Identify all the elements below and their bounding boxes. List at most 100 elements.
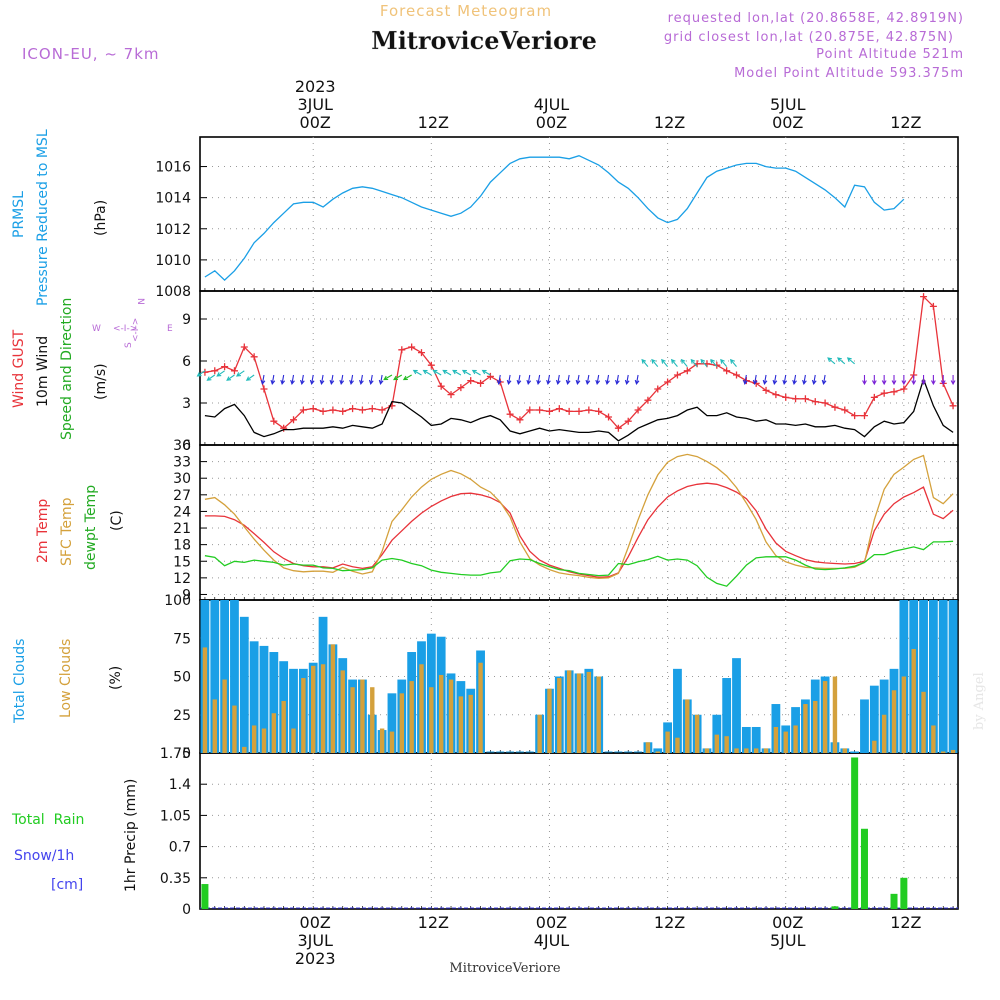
wind-direction-arrow [710,358,718,367]
y-tick-label: 3 [182,396,191,412]
gust-marker [555,405,563,413]
low-cloud-bar [685,699,690,753]
time-label: 00Z [300,913,331,932]
gust-marker [280,424,288,432]
footer-station: MitroviceVeriore [449,961,561,976]
total-cloud-bar [928,600,938,753]
total-cloud-bar [230,600,239,753]
wind-direction-arrow [871,375,877,386]
gust-marker [299,406,307,414]
y-tick-label: 9 [182,312,191,328]
wind-direction-arrow [432,369,442,376]
gust-marker [516,416,524,424]
y-tick-label: 100 [164,593,191,609]
low-cloud-bar [261,728,267,753]
y-tick-label: 50 [173,670,191,686]
wind-direction-arrow [940,375,946,386]
wind-direction-arrow [641,358,649,367]
gust-marker [349,405,357,413]
gust-marker [949,402,957,410]
low-cloud-bar [694,714,700,753]
gust-marker [831,403,839,411]
wind-direction-arrow [651,358,659,367]
gust-marker [270,417,278,425]
y-tick-label: 1016 [155,160,191,176]
compass-east: E [167,324,173,334]
point-altitude: Point Altitude 521m [816,47,964,62]
time-label: 3JUL [297,931,333,950]
gust-marker [723,367,731,375]
low-cloud-bar [468,694,473,753]
low-cloud-bar [803,704,808,753]
gust-marker [929,302,937,310]
station-title: MitroviceVeriore [371,26,597,55]
gust-marker [526,406,534,414]
total-cloud-bar [387,693,397,753]
low-cloud-bar [202,647,208,753]
wind-direction-arrow [526,374,532,385]
low-cloud-bar [822,681,828,753]
total-cloud-bar [938,600,948,753]
wind-direction-arrow [235,370,245,377]
low-cloud-bar [429,687,434,753]
series-line-2-0 [204,482,954,578]
compass-north: N [135,298,145,305]
pressure-unit: (hPa) [93,200,109,236]
wind-direction-arrow [624,374,630,385]
y-tick-label: 15 [173,554,191,570]
low-cloud-bar [379,728,385,753]
low-cloud-bar [586,671,592,753]
gust-marker [486,372,494,380]
wind-direction-arrow [821,374,827,385]
temp-unit: (C) [109,510,125,531]
time-label: 12Z [654,113,685,132]
low-cloud-bar [783,731,788,753]
low-cloud-bar [645,742,651,753]
low-cloud-bar [704,748,710,753]
gust-marker [467,377,475,385]
rain-bar [900,877,908,909]
gust-marker [358,406,366,414]
gust-marker [427,361,435,369]
wind-direction-arrow [245,374,255,381]
total-cloud-bar [239,616,249,753]
wind-direction-arrow [422,369,432,376]
pressure-panel: PRMSL Pressure Reduced to MSL (hPa) [11,129,109,306]
low-cloud-bar [763,748,769,753]
gust-marker [309,405,317,413]
low-cloud-bar [714,734,720,753]
gust-marker [368,405,376,413]
snow-label: Snow/1h [14,848,74,864]
wind-direction-arrow [359,374,364,385]
y-tick-label: 1010 [155,253,191,269]
gust-marker [860,412,868,420]
y-tick-label: 18 [173,538,191,554]
wind-direction-arrow [546,374,551,385]
gust-marker [545,407,553,415]
temperature-panel: 2m Temp SFC Temp dewpt Temp (C) [35,485,125,570]
low-cloud-bar [537,714,542,753]
wind-direction-arrow [506,374,512,385]
rain-bar [890,893,898,909]
time-label: 00Z [536,113,567,132]
low-cloud-bar [773,726,779,753]
wind-direction-arrow [329,374,335,385]
gust-marker [664,378,672,386]
low-cloud-bar [872,740,877,753]
gust-marker [821,399,829,407]
low-cloud-bar [724,736,729,753]
gust-marker [801,395,809,403]
time-label: 00Z [536,913,567,932]
gust-marker [920,293,928,301]
gust-marker [260,385,268,393]
wind-direction-arrow [585,374,591,385]
gust-marker [575,407,583,415]
wind-direction-arrow [670,358,678,367]
wind-direction-arrow [846,357,855,365]
y-tick-label: 1.05 [160,808,191,824]
wind-direction-arrow [700,358,708,367]
wind-direction-arrow [412,369,422,376]
y-tick-label: 1.4 [169,777,191,793]
